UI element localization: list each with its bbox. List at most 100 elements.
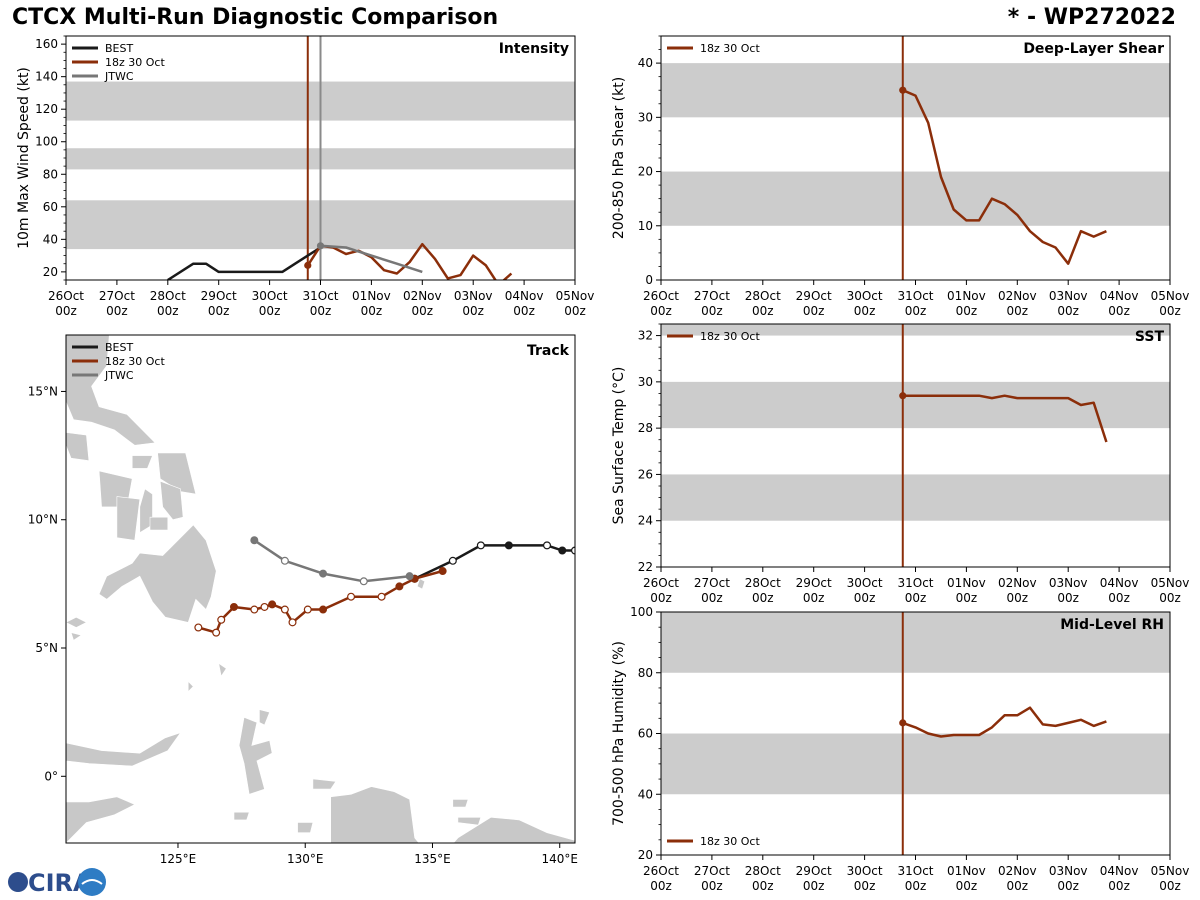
track-point-run <box>217 615 226 624</box>
shear-title: Deep-Layer Shear <box>1023 41 1164 57</box>
track-y-tick-label: 0° <box>44 769 58 783</box>
sst-band <box>661 324 1170 336</box>
shear-ylabel: 200-850 hPa Shear (kt) <box>611 77 627 239</box>
shear-x-tick-hour: 00z <box>752 304 774 318</box>
rh-x-tick-day: 01Nov <box>947 864 986 878</box>
shear-y-tick-label: 40 <box>638 56 653 70</box>
rh-legend-label: 18z 30 Oct <box>700 835 760 848</box>
shear-y-tick-label: 10 <box>638 219 653 233</box>
rh-x-tick-hour: 00z <box>905 879 927 893</box>
sst-series-run <box>902 394 1108 443</box>
rh-y-tick-label: 60 <box>638 727 653 741</box>
intensity-y-tick-label: 160 <box>35 37 58 51</box>
land-mindoro <box>66 432 90 462</box>
sst-x-tick-hour: 00z <box>650 591 672 605</box>
rh-x-tick-hour: 00z <box>1007 879 1029 893</box>
rh-x-tick-hour: 00z <box>1159 879 1181 893</box>
land-leyte <box>159 480 184 521</box>
shear-legend-label: 18z 30 Oct <box>700 42 760 55</box>
rh-series-run <box>902 706 1107 738</box>
intensity-x-tick-day: 29Oct <box>201 289 237 303</box>
track-x-tick-label: 130°E <box>287 852 324 866</box>
land-halmahera <box>238 716 273 795</box>
shear-x-tick-day: 04Nov <box>1100 289 1139 303</box>
intensity-x-tick-hour: 00z <box>208 304 230 318</box>
rh-x-tick-day: 04Nov <box>1100 864 1139 878</box>
rh-band <box>661 612 1170 673</box>
rh-x-tick-day: 27Oct <box>694 864 730 878</box>
sst-x-tick-day: 30Oct <box>847 576 883 590</box>
intensity-marker <box>316 242 325 250</box>
shear-band <box>661 63 1170 118</box>
shear-x-tick-hour: 00z <box>701 304 723 318</box>
sst-legend-label: 18z 30 Oct <box>700 330 760 343</box>
sst-ylabel: Sea Surface Temp (°C) <box>611 367 627 525</box>
track-point-best <box>476 541 485 550</box>
land-newguinea <box>330 786 575 843</box>
sst-x-tick-day: 26Oct <box>643 576 679 590</box>
sst-x-tick-day: 04Nov <box>1100 576 1139 590</box>
rh-x-tick-day: 29Oct <box>796 864 832 878</box>
sst-title: SST <box>1135 329 1165 345</box>
rh-x-tick-hour: 00z <box>956 879 978 893</box>
sst-marker <box>899 392 907 400</box>
track-point-jtwc <box>319 569 328 578</box>
land-obi <box>233 811 250 821</box>
track-legend-label: JTWC <box>104 369 134 382</box>
shear-x-tick-hour: 00z <box>854 304 876 318</box>
rh-x-tick-hour: 00z <box>1057 879 1079 893</box>
rh-x-tick-day: 05Nov <box>1151 864 1190 878</box>
sst-x-tick-hour: 00z <box>1159 591 1181 605</box>
track-point-best <box>558 546 567 555</box>
track-point-run <box>268 600 277 609</box>
land-sulu <box>66 616 88 628</box>
sst-y-tick-label: 28 <box>638 421 653 435</box>
shear-x-tick-hour: 00z <box>1007 304 1029 318</box>
sst-x-tick-hour: 00z <box>1007 591 1029 605</box>
intensity-x-tick-hour: 00z <box>513 304 535 318</box>
intensity-legend-label: 18z 30 Oct <box>105 56 165 69</box>
rh-y-tick-label: 100 <box>630 605 653 619</box>
land-morotai <box>259 709 271 726</box>
rh-x-tick-hour: 00z <box>701 879 723 893</box>
satellite-icon <box>78 868 106 896</box>
shear-x-tick-day: 29Oct <box>796 289 832 303</box>
land-misool <box>297 822 314 834</box>
intensity-x-tick-hour: 00z <box>361 304 383 318</box>
land-sangihe <box>187 680 194 693</box>
intensity-y-tick-label: 40 <box>43 232 58 246</box>
shear-series-run <box>902 89 1107 265</box>
rh-y-tick-label: 40 <box>638 787 653 801</box>
sst-y-tick-label: 22 <box>638 560 653 574</box>
shear-y-tick-label: 0 <box>645 273 653 287</box>
shear-x-tick-hour: 00z <box>956 304 978 318</box>
track-point-best <box>543 541 552 550</box>
rh-y-tick-label: 20 <box>638 848 653 862</box>
sst-x-tick-day: 28Oct <box>745 576 781 590</box>
intensity-y-tick-label: 80 <box>43 167 58 181</box>
intensity-x-tick-day: 02Nov <box>403 289 442 303</box>
sst-x-tick-day: 31Oct <box>897 576 933 590</box>
sst-x-tick-day: 02Nov <box>998 576 1037 590</box>
land-sulawesi2 <box>66 796 136 843</box>
track-point-run <box>438 567 447 576</box>
land-cebu <box>139 488 153 534</box>
sst-x-tick-hour: 00z <box>1057 591 1079 605</box>
intensity-ylabel: 10m Max Wind Speed (kt) <box>16 67 32 249</box>
land-masbate <box>131 455 153 469</box>
track-point-run <box>212 628 221 637</box>
track-line-jtwc <box>253 539 410 583</box>
shear-y-tick-label: 20 <box>638 165 653 179</box>
rh-panel <box>656 611 1171 860</box>
track-x-tick-label: 135°E <box>414 852 451 866</box>
rh-x-tick-day: 31Oct <box>897 864 933 878</box>
track-y-tick-label: 15°N <box>28 384 58 398</box>
rh-x-tick-hour: 00z <box>803 879 825 893</box>
sst-x-tick-day: 29Oct <box>796 576 832 590</box>
land-waigeo <box>312 778 337 790</box>
sst-y-tick-label: 30 <box>638 375 653 389</box>
sst-x-tick-hour: 00z <box>752 591 774 605</box>
track-legend-label: BEST <box>105 341 133 354</box>
intensity-series-jtwc <box>320 244 423 274</box>
intensity-x-tick-day: 30Oct <box>252 289 288 303</box>
